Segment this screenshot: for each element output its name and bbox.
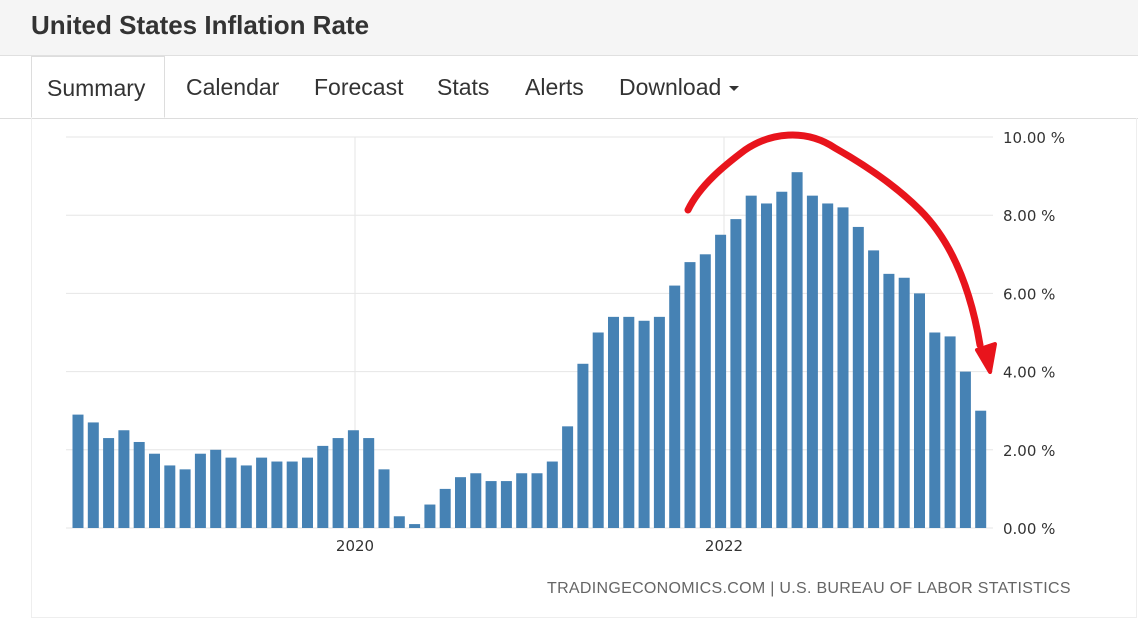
bar xyxy=(608,316,619,528)
bar xyxy=(699,254,711,529)
bar xyxy=(378,469,390,528)
bar xyxy=(531,473,543,528)
bar xyxy=(179,469,191,528)
bar xyxy=(271,461,283,528)
tab-alerts[interactable]: Alerts xyxy=(525,74,584,100)
tab-bar: Summary Calendar Forecast Stats Alerts D… xyxy=(0,56,1138,119)
bar xyxy=(317,445,329,528)
chart-panel xyxy=(31,118,1137,618)
bar xyxy=(149,453,160,528)
y-tick-label: 0.00 % xyxy=(1003,520,1055,538)
bar xyxy=(347,430,359,528)
bar xyxy=(577,363,589,528)
bar xyxy=(914,293,925,528)
bar xyxy=(959,371,971,528)
y-tick-label: 10.00 % xyxy=(1003,129,1065,147)
bar xyxy=(669,285,681,528)
bar xyxy=(133,441,145,528)
bar xyxy=(944,336,956,528)
bar xyxy=(87,422,99,528)
tab-summary[interactable]: Summary xyxy=(31,56,165,118)
page-title: United States Inflation Rate xyxy=(31,10,370,40)
x-tick-label: 2020 xyxy=(336,537,374,555)
bar xyxy=(194,453,206,528)
bar xyxy=(868,250,880,528)
y-tick-label: 4.00 % xyxy=(1003,364,1055,382)
bar xyxy=(164,465,176,528)
bar xyxy=(409,524,421,528)
bar xyxy=(975,410,987,528)
tab-download-label: Download xyxy=(619,74,722,100)
y-tick-label: 2.00 % xyxy=(1003,442,1055,460)
y-tick-label: 8.00 % xyxy=(1003,207,1055,225)
bar xyxy=(791,172,803,528)
y-tick-label: 6.00 % xyxy=(1003,285,1055,303)
bar xyxy=(623,316,635,528)
bar xyxy=(822,203,834,528)
bar xyxy=(806,195,818,528)
bar xyxy=(852,226,864,528)
bar xyxy=(439,488,451,528)
bar xyxy=(653,316,665,528)
bar xyxy=(516,473,528,528)
bar xyxy=(715,234,727,528)
bar xyxy=(730,219,742,529)
bar xyxy=(363,438,375,528)
tab-stats[interactable]: Stats xyxy=(437,74,490,100)
bar xyxy=(485,481,497,528)
annotation-arrow-curve xyxy=(684,131,984,349)
bar xyxy=(72,414,84,528)
bar xyxy=(837,207,849,528)
bar xyxy=(745,195,757,528)
bar xyxy=(240,465,252,528)
bar xyxy=(883,273,895,528)
tab-calendar[interactable]: Calendar xyxy=(186,74,280,100)
page-header: United States Inflation Rate xyxy=(0,0,1138,56)
bar xyxy=(225,457,237,528)
bar xyxy=(256,457,268,528)
bar xyxy=(470,473,482,528)
bar xyxy=(638,320,650,528)
bar xyxy=(929,332,941,528)
bar xyxy=(898,277,910,528)
bar xyxy=(424,504,436,528)
bar xyxy=(546,461,558,528)
x-tick-label: 2022 xyxy=(705,537,743,555)
bar xyxy=(500,481,512,528)
bar xyxy=(684,262,696,528)
chart-credits: TRADINGECONOMICS.COM | U.S. BUREAU OF LA… xyxy=(547,580,1071,597)
bar xyxy=(286,461,298,528)
bar xyxy=(761,203,772,528)
bar xyxy=(592,332,604,528)
bar xyxy=(103,438,115,528)
bar xyxy=(455,477,466,528)
bar xyxy=(393,516,405,528)
annotation-arrow-head xyxy=(975,342,997,374)
tab-forecast[interactable]: Forecast xyxy=(314,74,404,100)
bar xyxy=(210,449,222,528)
bar xyxy=(332,438,344,528)
bar xyxy=(562,426,574,528)
bar xyxy=(302,457,313,528)
bar xyxy=(776,191,788,529)
tab-download[interactable]: Download xyxy=(619,56,740,118)
bar xyxy=(118,430,130,528)
caret-down-icon xyxy=(729,86,740,92)
